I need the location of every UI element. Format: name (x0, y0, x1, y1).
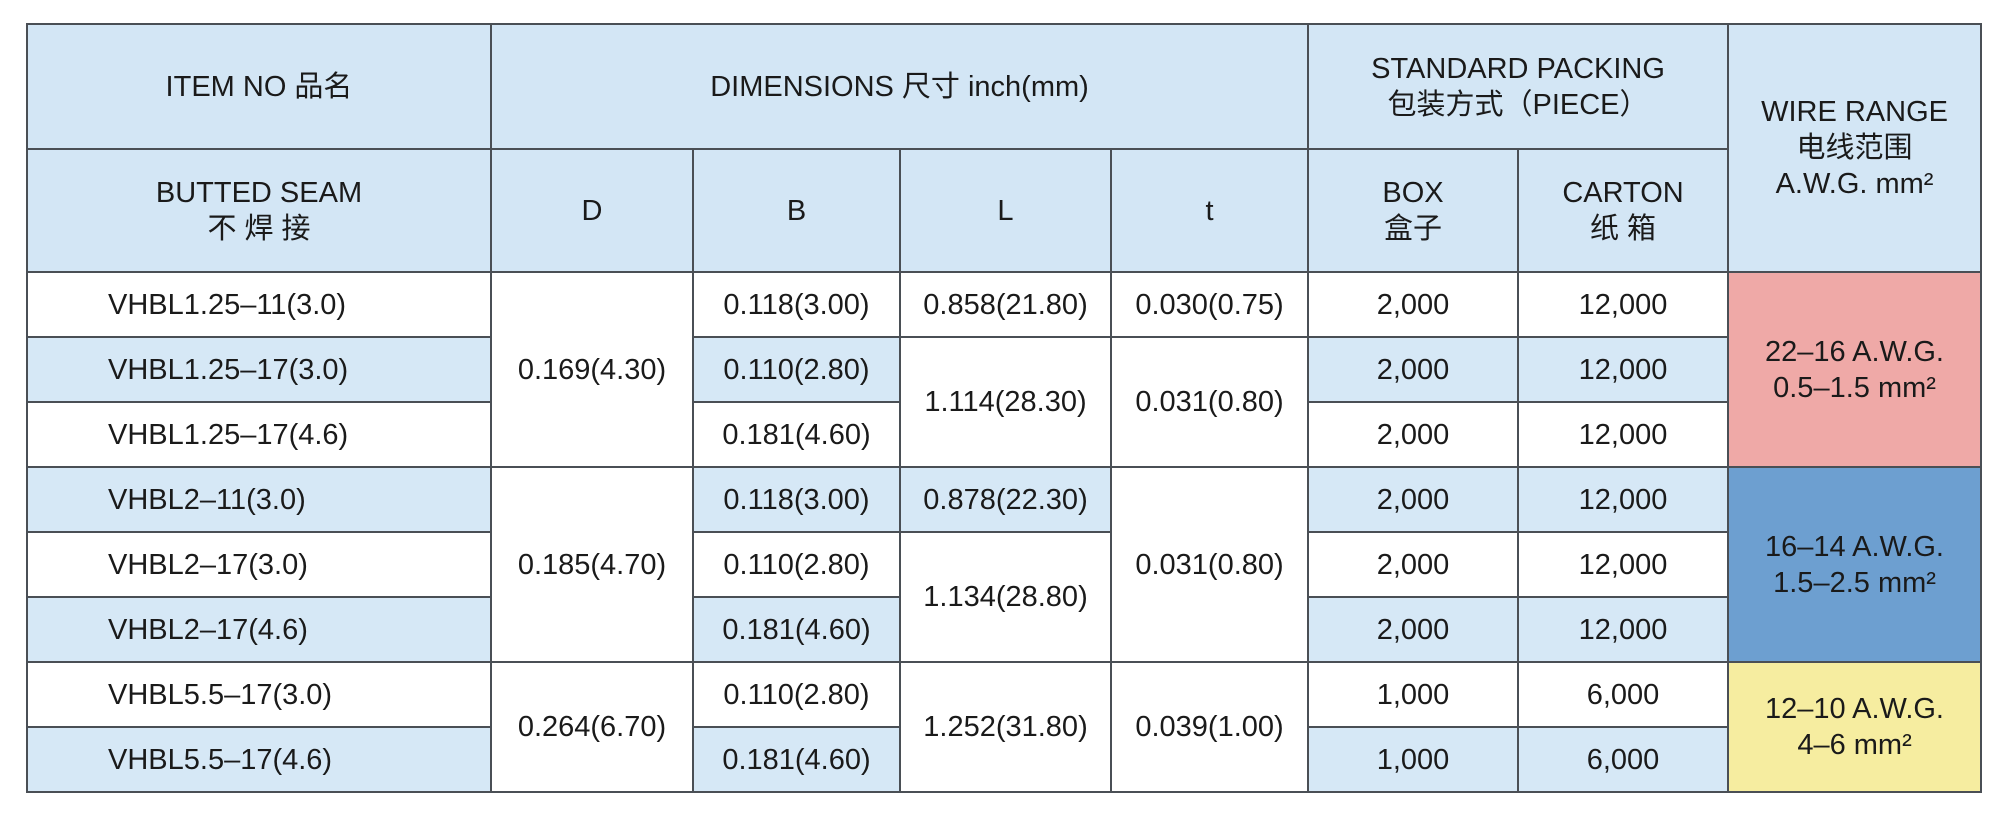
box-cell: 1,000 (1307, 726, 1520, 793)
item-cell: VHBL5.5–17(4.6) (26, 726, 492, 793)
wire-cell: 22–16 A.W.G. 0.5–1.5 mm² (1727, 271, 1983, 468)
t-cell: 0.030(0.75) (1109, 271, 1310, 338)
wire-cell: 12–10 A.W.G. 4–6 mm² (1727, 661, 1983, 793)
header-text: BUTTED SEAM (155, 176, 363, 209)
row: VHBL5.5–17(3.0) 0.264(6.70) 0.110(2.80) … (26, 661, 1983, 793)
l-cell: 1.252(31.80) (899, 661, 1112, 793)
b-cell: 0.181(4.60) (692, 596, 901, 663)
wire-text: 4–6 mm² (1797, 729, 1912, 761)
header-text: A.W.G. mm² (1775, 168, 1934, 200)
d-cell: 0.185(4.70) (490, 466, 694, 663)
box-cell: 1,000 (1307, 661, 1520, 728)
l-cell: 0.878(22.30) (899, 466, 1112, 533)
t-cell: 0.031(0.80) (1109, 466, 1310, 663)
wire-text: 1.5–2.5 mm² (1773, 566, 1936, 599)
row: VHBL2–17(4.6) 0.181(4.60) 2,000 12,000 (26, 596, 1981, 663)
header-cell: ITEM NO 品名 (26, 23, 492, 150)
d-cell: 0.169(4.30) (490, 271, 694, 468)
row: VHBL2–11(3.0) 0.185(4.70) 0.118(3.00) 0.… (26, 466, 1983, 663)
header-text: BOX (1382, 176, 1444, 209)
header-cell: BUTTED SEAM 不 焊 接 (26, 148, 492, 273)
item-cell: VHBL2–17(3.0) (26, 531, 492, 598)
item-cell: VHBL2–11(3.0) (26, 466, 492, 533)
wire-cell: 16–14 A.W.G. 1.5–2.5 mm² (1727, 466, 1983, 663)
header-cell: WIRE RANGE 电线范围 A.W.G. mm² (1727, 23, 1983, 273)
item-cell: VHBL5.5–17(3.0) (26, 661, 492, 728)
item-cell: VHBL1.25–17(4.6) (26, 401, 492, 468)
carton-cell: 6,000 (1517, 661, 1730, 728)
header-text: WIRE RANGE (1761, 96, 1948, 128)
carton-cell: 12,000 (1517, 401, 1730, 468)
wire-text: 12–10 A.W.G. (1765, 693, 1944, 725)
b-cell: 0.110(2.80) (692, 336, 901, 403)
t-cell: 0.039(1.00) (1109, 661, 1310, 793)
l-cell: 1.134(28.80) (899, 531, 1112, 663)
header-cell: BOX 盒子 (1307, 148, 1520, 273)
d-cell: 0.264(6.70) (490, 661, 694, 793)
header-cell: L (899, 148, 1112, 273)
b-cell: 0.118(3.00) (692, 271, 901, 338)
l-cell: 1.114(28.30) (899, 336, 1112, 468)
box-cell: 2,000 (1307, 401, 1520, 468)
wire-text: 16–14 A.W.G. (1765, 530, 1944, 563)
header-cell: D (490, 148, 694, 273)
b-cell: 0.181(4.60) (692, 726, 901, 793)
row: VHBL1.25–17(4.6) 0.181(4.60) 2,000 12,00… (26, 401, 1981, 468)
item-cell: VHBL2–17(4.6) (26, 596, 492, 663)
b-cell: 0.110(2.80) (692, 661, 901, 728)
header-text: 纸 箱 (1589, 212, 1657, 245)
header-row: ITEM NO 品名 DIMENSIONS 尺寸 inch(mm) STANDA… (26, 23, 1983, 273)
t-cell: 0.031(0.80) (1109, 336, 1310, 468)
wire-text: 22–16 A.W.G. (1765, 335, 1944, 368)
b-cell: 0.181(4.60) (692, 401, 901, 468)
b-cell: 0.110(2.80) (692, 531, 901, 598)
row: VHBL1.25–11(3.0) 0.169(4.30) 0.118(3.00)… (26, 271, 1983, 468)
row: VHBL1.25–17(3.0) 0.110(2.80) 1.114(28.30… (26, 336, 1981, 468)
b-cell: 0.118(3.00) (692, 466, 901, 533)
item-cell: VHBL1.25–11(3.0) (26, 271, 492, 338)
box-cell: 2,000 (1307, 271, 1520, 338)
row: VHBL2–17(3.0) 0.110(2.80) 1.134(28.80) 2… (26, 531, 1981, 663)
header-cell: B (692, 148, 901, 273)
item-cell: VHBL1.25–17(3.0) (26, 336, 492, 403)
carton-cell: 12,000 (1517, 531, 1730, 598)
wire-text: 0.5–1.5 mm² (1773, 371, 1936, 404)
box-cell: 2,000 (1307, 531, 1520, 598)
header-cell: DIMENSIONS 尺寸 inch(mm) (489, 23, 1310, 150)
header-text: STANDARD PACKING (1371, 52, 1665, 85)
carton-cell: 12,000 (1517, 271, 1730, 338)
header-cell: CARTON 纸 箱 (1517, 148, 1730, 273)
carton-cell: 6,000 (1517, 726, 1730, 793)
box-cell: 2,000 (1307, 596, 1520, 663)
header-text: 不 焊 接 (207, 212, 311, 245)
header-text: CARTON (1562, 176, 1684, 209)
header-cell: t (1109, 148, 1310, 273)
header-text: 盒子 (1384, 212, 1443, 245)
row: VHBL5.5–17(4.6) 0.181(4.60) 1,000 6,000 (26, 726, 1981, 793)
box-cell: 2,000 (1307, 466, 1520, 533)
header-row: BUTTED SEAM 不 焊 接 D B L t BOX 盒子 CARTON 纸 箱 (26, 148, 1981, 273)
l-cell: 0.858(21.80) (899, 271, 1112, 338)
header-text: 电线范围 (1796, 132, 1913, 164)
box-cell: 2,000 (1307, 336, 1520, 403)
header-text: 包装方式（PIECE） (1387, 88, 1649, 121)
carton-cell: 12,000 (1517, 466, 1730, 533)
carton-cell: 12,000 (1517, 596, 1730, 663)
carton-cell: 12,000 (1517, 336, 1730, 403)
spec-table: ITEM NO 品名 DIMENSIONS 尺寸 inch(mm) STANDA… (26, 23, 1983, 793)
header-cell: STANDARD PACKING 包装方式（PIECE） (1307, 23, 1730, 150)
